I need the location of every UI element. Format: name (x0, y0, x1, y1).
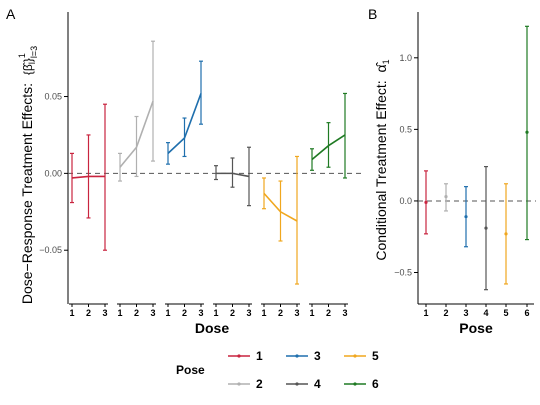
legend-item-pose-5: 5 (344, 349, 379, 363)
panel-a-series-pose-5 (262, 155, 299, 285)
point-marker (424, 200, 428, 204)
panel-a-y-axis: 0.05 0.00 −0.05 (39, 12, 69, 304)
legend: Pose 1 3 5 2 4 6 (176, 349, 379, 391)
legend-title: Pose (176, 363, 205, 377)
legend-item-label: 2 (256, 377, 263, 391)
legend-item-pose-1: 1 (228, 349, 263, 363)
panel-a-x-axis-title: Dose (195, 320, 229, 336)
panel-b-x-tick-label: 6 (524, 308, 529, 318)
panel-a-series-pose-3 (166, 60, 203, 165)
panel-a-x-tick-label: 2 (86, 308, 91, 318)
panel-a-x-tick-label: 2 (278, 308, 283, 318)
panel-b-y-tick-label: 0.0 (399, 196, 412, 206)
legend-item-pose-2: 2 (228, 377, 263, 391)
panel-a-series-pose-2 (118, 40, 155, 182)
panel-label-a: A (6, 6, 16, 22)
panel-b-point-pose-5 (504, 183, 508, 285)
point-marker (444, 195, 448, 199)
panel-b-x-tick-label: 1 (423, 308, 428, 318)
legend-key-point (295, 354, 299, 358)
panel-a-y-tick-label: 0.05 (44, 92, 62, 102)
series-line (311, 134, 346, 161)
panel-b-y-axis-title-math: α̂1 (373, 59, 391, 72)
panel-a-x-tick-label: 3 (102, 308, 107, 318)
panel-label-b: B (368, 6, 377, 22)
panel-a-series-pose-6 (310, 92, 347, 179)
series-line (167, 93, 202, 154)
panel-a-x-tick-label: 3 (198, 308, 203, 318)
panel-a-y-tick-label: −0.05 (39, 245, 62, 255)
panel-b-x-tick-label: 5 (503, 308, 508, 318)
panel-b-y-tick-label: 0.5 (399, 124, 412, 134)
series-line (71, 175, 105, 179)
panel-b-conditional-effect-chart: 1.0 0.5 0.0 −0.5 1 2 3 4 5 6 Pose Conditional Tr… (373, 12, 536, 336)
panel-b-points (424, 25, 529, 291)
panel-a-y-tick-label: 0.00 (44, 168, 62, 178)
legend-item-label: 4 (314, 377, 321, 391)
panel-a-x-tick-label: 3 (246, 308, 251, 318)
panel-b-x-axis: 1 2 3 4 5 6 (418, 303, 534, 318)
panel-a-x-tick-label: 1 (261, 308, 266, 318)
legend-item-pose-4: 4 (286, 377, 321, 391)
legend-key-point (237, 354, 241, 358)
series-line (119, 100, 154, 168)
panel-a-x-tick-label: 1 (165, 308, 170, 318)
panel-b-point-pose-1 (424, 170, 428, 235)
panel-a-x-tick-label: 1 (309, 308, 314, 318)
panel-a-x-tick-label: 3 (342, 308, 347, 318)
panel-b-x-tick-label: 4 (483, 308, 488, 318)
legend-item-label: 5 (372, 349, 379, 363)
panel-a-x-tick-label: 1 (117, 308, 122, 318)
panel-b-point-pose-3 (464, 186, 468, 248)
panel-b-y-axis: 1.0 0.5 0.0 −0.5 (394, 12, 419, 304)
panel-b-point-pose-6 (525, 25, 529, 241)
panel-a-series (70, 40, 347, 285)
panel-a-x-tick-label: 1 (69, 308, 74, 318)
legend-key-point (295, 382, 299, 386)
panel-a-x-tick-label: 2 (134, 308, 139, 318)
panel-b-point-pose-2 (444, 183, 448, 212)
panel-a-y-axis-title: Dose−Response Treatment Effects: {β̂l}1 l… (17, 46, 39, 304)
legend-item-label: 1 (256, 349, 263, 363)
series-line (263, 192, 298, 222)
panel-a-series-pose-1 (70, 103, 107, 251)
legend-key-point (353, 382, 357, 386)
panel-a-y-axis-title-text: Dose−Response Treatment Effects: (19, 83, 35, 304)
panel-a-x-tick-label: 2 (230, 308, 235, 318)
panel-a-y-axis-title-math: {β̂l}1 l=3 (17, 46, 39, 75)
legend-item-pose-3: 3 (286, 349, 321, 363)
panel-b-y-axis-title-text: Conditional Treatment Effect: (373, 80, 389, 260)
panel-b-y-tick-label: −0.5 (394, 268, 412, 278)
legend-key-point (353, 354, 357, 358)
legend-key-point (237, 382, 241, 386)
panel-a-x-tick-label: 1 (213, 308, 218, 318)
point-marker (504, 232, 508, 236)
point-marker (464, 215, 468, 219)
panel-a-series-pose-4 (214, 146, 251, 207)
series-line (216, 172, 250, 178)
legend-item-label: 3 (314, 349, 321, 363)
panel-b-x-tick-label: 2 (443, 308, 448, 318)
panel-b-x-axis-title: Pose (459, 320, 493, 336)
legend-item-pose-6: 6 (344, 377, 379, 391)
panel-a-x-tick-label: 2 (182, 308, 187, 318)
panel-a-x-tick-label: 3 (294, 308, 299, 318)
panel-a-x-tick-label: 3 (150, 308, 155, 318)
panel-b-x-tick-label: 3 (463, 308, 468, 318)
panel-a-x-tick-label: 2 (326, 308, 331, 318)
point-marker (525, 130, 529, 134)
panel-b-y-axis-title: Conditional Treatment Effect: α̂1 (373, 59, 391, 260)
legend-item-label: 6 (372, 377, 379, 391)
panel-b-y-tick-label: 1.0 (399, 53, 412, 63)
panel-b-point-pose-4 (484, 165, 488, 291)
point-marker (484, 226, 488, 230)
